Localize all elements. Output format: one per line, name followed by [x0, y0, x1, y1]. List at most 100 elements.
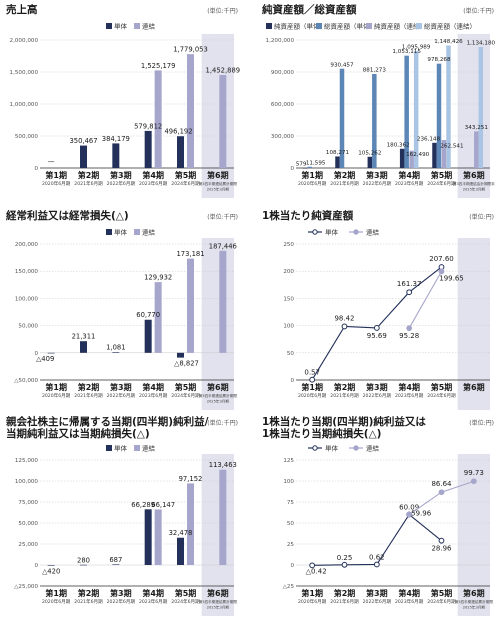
y-tick-label: 0	[34, 166, 38, 172]
highlight-column	[201, 34, 234, 198]
unit-label: (単位:千円)	[207, 420, 238, 427]
data-label: 1,779,053	[173, 46, 208, 54]
x-tick-sublabel: 第3四半期連結累計期間	[455, 599, 494, 604]
legend-label: 連結	[142, 228, 156, 237]
data-label: 1,148,426	[434, 39, 463, 45]
x-tick-label: 第6期	[207, 588, 229, 598]
legend: 単体 連結	[106, 228, 156, 237]
y-tick-label: 500,000	[15, 134, 39, 140]
x-tick-sublabel: 2024年6月期	[427, 598, 456, 605]
bar	[80, 564, 87, 566]
bar	[404, 55, 409, 168]
data-label: 173,181	[176, 250, 204, 258]
x-tick-sublabel: 2023年6月期	[395, 180, 424, 187]
data-label: 97,152	[179, 475, 203, 483]
y-tick-label: 1,200,000	[266, 38, 295, 44]
net-assets-chart-panel: 純資産額／総資産額 (単位:千円) 0 300,000 600,000 900,000…	[262, 4, 496, 198]
y-tick-label: 1,000,000	[10, 102, 39, 108]
x-tick-sublabel: 2024年6月期	[171, 180, 200, 187]
y-tick-label: △25,000	[14, 584, 38, 590]
x-tick-label: 第4期	[398, 382, 420, 392]
bar	[187, 483, 194, 565]
x-tick-sublabel: 第3四半期連結会計期間末	[453, 181, 495, 186]
data-label: 199.65	[439, 274, 464, 282]
y-tick-label: △25	[283, 584, 295, 590]
x-tick-label: 第4期	[398, 170, 420, 180]
bar	[144, 319, 152, 353]
data-point	[341, 561, 348, 568]
data-point	[341, 323, 348, 330]
bar	[154, 70, 162, 168]
x-tick-label: 第1期	[301, 382, 323, 392]
x-tick-label: 第5期	[431, 382, 453, 392]
bar	[372, 73, 377, 168]
legend: 単体 連結	[308, 227, 380, 236]
net-income-bar-chart: △25,000 0 25,000 50,000 75,000 100,000 125,000…	[14, 444, 237, 616]
unit-label: (単位:千円)	[207, 8, 238, 15]
data-label: 1,452,889	[206, 67, 241, 75]
x-tick-label: 第4期	[142, 170, 164, 180]
legend-marker	[312, 229, 318, 235]
sales-chart-panel: 売上高 (単位:千円) 0 500,000 1,000,000 1,500,000 2,…	[6, 4, 241, 198]
eps-chart-panel: 1株当たり当期(四半期)純利益又は 1株当たり当期純損失(△) (単位:円) △…	[262, 416, 494, 616]
legend-swatch	[106, 229, 112, 235]
data-point	[406, 325, 413, 332]
x-tick-sublabel: 2021年6月期	[74, 598, 103, 605]
x-tick-label: 第2期	[334, 170, 356, 180]
legend-swatch	[366, 23, 372, 29]
x-tick-sublabel: 2024年6月期	[427, 392, 456, 399]
net-assets-bar-chart: 0 300,000 600,000 900,000 1,200,000 第1期2020年6…	[266, 22, 496, 198]
data-point	[406, 289, 413, 296]
bar	[154, 282, 162, 353]
x-tick-label: 第4期	[142, 588, 164, 598]
y-tick-label: 600,000	[271, 102, 295, 108]
x-tick-sublabel: 2021年6月期	[74, 180, 103, 187]
data-label: 66,147	[151, 501, 175, 509]
unit-label: (単位:円)	[469, 420, 494, 427]
legend-label: 連結	[142, 22, 156, 31]
data-label: 129,932	[144, 274, 172, 282]
legend-label: 純資産額（連結）	[374, 22, 426, 31]
legend: 単体 連結	[106, 22, 156, 31]
x-tick-label: 第6期	[463, 588, 485, 598]
bar	[144, 509, 152, 565]
data-label: 108,271	[326, 150, 350, 156]
net-income-chart-panel: 親会社株主に帰属する当期(四半期)純利益/ 当期純利益又は当期純損失(△) (単…	[6, 416, 238, 616]
y-tick-label: 100,000	[15, 296, 39, 302]
y-tick-label: 125	[283, 458, 294, 464]
data-label: 113,463	[209, 461, 237, 469]
x-tick-label: 第1期	[45, 382, 67, 392]
y-tick-label: 300,000	[271, 134, 295, 140]
legend-label: 連結	[366, 227, 380, 236]
y-tick-label: 100	[283, 324, 294, 330]
data-point	[309, 562, 316, 569]
y-tick-label: 0	[34, 563, 38, 569]
data-label: 86.64	[431, 480, 452, 488]
bar	[302, 167, 308, 169]
x-tick-label: 第6期	[463, 382, 485, 392]
x-tick-label: 第6期	[207, 382, 229, 392]
x-tick-sublabel: 2020年6月期	[42, 180, 71, 187]
legend-swatch	[134, 23, 140, 29]
y-tick-label: 900,000	[271, 70, 295, 76]
data-label: 0.25	[337, 554, 353, 562]
bar	[177, 136, 184, 168]
data-label: 930,457	[330, 62, 354, 68]
legend: 単体 連結	[308, 443, 380, 452]
y-tick-label: 0	[290, 563, 294, 569]
x-tick-label: 第3期	[366, 170, 388, 180]
series-line	[408, 271, 442, 329]
data-label: 978,268	[427, 57, 451, 63]
bps-chart-panel: 1株当たり純資産額 (単位:円) 0 50 100 150 200 250 第1期 2020年…	[262, 210, 494, 410]
data-label: 28.96	[431, 545, 452, 553]
y-tick-label: 2,000,000	[10, 38, 39, 44]
data-label: 236,148	[417, 136, 441, 142]
data-label: 0.57	[304, 369, 320, 377]
data-label: 60,770	[136, 311, 160, 319]
x-tick-label: 第4期	[398, 588, 420, 598]
data-label: 95.69	[367, 332, 387, 340]
x-tick-label: 第2期	[334, 382, 356, 392]
x-tick-label: 第5期	[431, 170, 453, 180]
x-tick-sublabel: 2023年6月期	[395, 598, 424, 605]
legend-label: 連結	[142, 444, 156, 453]
